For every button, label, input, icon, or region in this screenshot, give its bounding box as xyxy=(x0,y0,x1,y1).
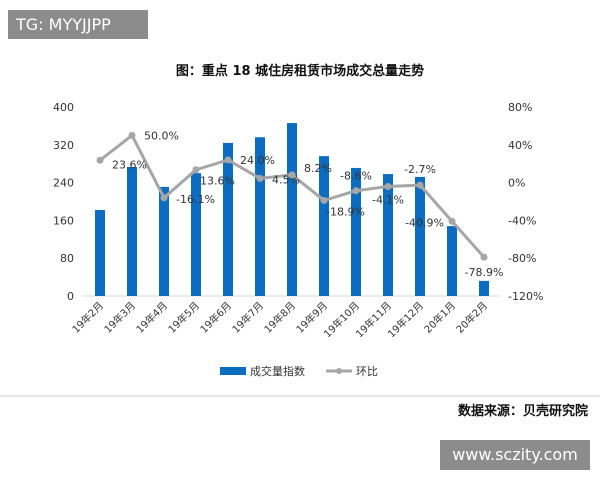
legend-line-label: 环比 xyxy=(356,365,378,378)
data-label: 8.2% xyxy=(304,162,332,175)
mom-point xyxy=(480,253,488,261)
right-axis-tick: 0% xyxy=(508,177,525,190)
divider xyxy=(0,395,600,397)
data-label: -18.9% xyxy=(326,205,365,218)
mom-point xyxy=(416,181,424,189)
chart-title: 图：重点 18 城住房租赁市场成交总量走势 xyxy=(175,64,425,79)
x-axis-tick: 20年2月 xyxy=(453,299,490,336)
data-label: -40.9% xyxy=(405,216,444,229)
left-axis-tick: 400 xyxy=(53,101,74,114)
bar-19年5月 xyxy=(191,173,201,296)
mom-point xyxy=(288,171,296,179)
mom-point xyxy=(224,156,232,164)
x-axis-tick: 19年2月 xyxy=(69,299,106,336)
left-axis-tick: 320 xyxy=(53,139,74,152)
bar-19年9月 xyxy=(319,156,329,296)
mom-point xyxy=(96,156,104,164)
right-axis-tick: -40% xyxy=(508,214,536,227)
bar-19年6月 xyxy=(223,142,233,296)
bar-20年2月 xyxy=(479,280,489,296)
data-label: -16.1% xyxy=(176,193,215,206)
mom-point xyxy=(128,131,136,139)
data-label: 24.0% xyxy=(240,154,275,167)
x-axis-tick: 19年3月 xyxy=(101,299,138,336)
left-axis-tick: 0 xyxy=(67,290,74,303)
bar-19年3月 xyxy=(127,167,137,296)
left-axis-tick: 240 xyxy=(53,177,74,190)
data-label: 23.6% xyxy=(112,158,147,171)
data-label: 13.6% xyxy=(200,175,235,188)
right-axis-tick: 40% xyxy=(508,139,532,152)
right-axis-tick: -80% xyxy=(508,252,536,265)
x-axis-tick: 19年8月 xyxy=(261,299,298,336)
bar-19年10月 xyxy=(351,167,361,296)
left-axis-tick: 80 xyxy=(60,252,74,265)
mom-point xyxy=(256,174,264,182)
legend-bar-label: 成交量指数 xyxy=(250,364,305,378)
legend-line-marker xyxy=(336,368,342,374)
mom-point xyxy=(448,217,456,225)
bar-19年4月 xyxy=(159,186,169,296)
data-label: 4.5% xyxy=(272,173,300,186)
x-axis-tick: 19年6月 xyxy=(197,299,234,336)
right-axis-tick: 80% xyxy=(508,101,532,114)
x-axis-tick: 19年7月 xyxy=(229,299,266,336)
x-axis-tick: 19年4月 xyxy=(133,299,170,336)
mom-point xyxy=(192,166,200,174)
x-axis-tick: 20年1月 xyxy=(421,299,458,336)
data-label: -8.6% xyxy=(340,170,372,183)
x-axis-tick: 19年5月 xyxy=(165,299,202,336)
left-axis-tick: 160 xyxy=(53,214,74,227)
data-label: -78.9% xyxy=(465,266,504,279)
data-source: 数据来源：贝壳研究院 xyxy=(457,404,588,419)
chart: 0 80 160 240 320 400 -120% -80% -40% 0% 40% 80% 19年2… xyxy=(53,101,543,378)
right-axis-tick: -120% xyxy=(508,290,543,303)
bar-19年12月 xyxy=(415,176,425,296)
watermark-url: www.sczity.com xyxy=(440,440,590,470)
mom-point xyxy=(320,196,328,204)
legend-bar-swatch xyxy=(220,367,246,375)
bar-19年2月 xyxy=(95,210,105,296)
mom-point xyxy=(352,187,360,195)
mom-point xyxy=(384,182,392,190)
data-label: -2.7% xyxy=(404,163,436,176)
bar-20年1月 xyxy=(447,226,457,296)
mom-point xyxy=(160,194,168,202)
data-label: 50.0% xyxy=(144,129,179,142)
data-label: -4.1% xyxy=(372,193,404,206)
bar-19年11月 xyxy=(383,174,393,296)
bar-19年8月 xyxy=(287,123,297,296)
bar-19年7月 xyxy=(255,137,265,296)
watermark-label: TG: MYYJJPP xyxy=(8,10,148,39)
